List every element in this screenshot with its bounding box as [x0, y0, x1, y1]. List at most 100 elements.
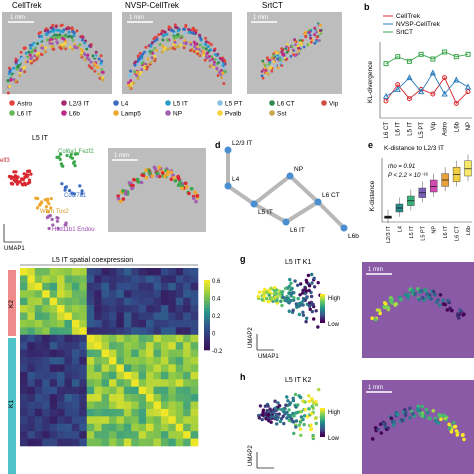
umap-point — [274, 413, 279, 418]
cell-point — [431, 409, 436, 413]
cell-point — [199, 37, 203, 41]
heatmap-cell — [49, 423, 58, 432]
heatmap-cell — [153, 357, 162, 365]
cell-point — [270, 69, 274, 73]
cell-point — [209, 43, 213, 46]
cell-point — [71, 47, 75, 51]
umap-g-colorbar — [320, 294, 325, 323]
umap-point — [23, 175, 27, 179]
heatmap-cell — [138, 401, 147, 410]
heatmap-cell — [57, 364, 65, 373]
heatmap-cell — [42, 364, 50, 373]
cell-point — [129, 79, 133, 83]
heatmap-cell — [94, 268, 102, 276]
heatmap-cell — [79, 305, 88, 313]
cell-point — [169, 170, 173, 175]
heatmap-cell — [116, 319, 125, 328]
cell-point — [280, 47, 284, 51]
series-line — [385, 72, 469, 97]
heatmap-cell — [160, 268, 169, 276]
umap-point — [47, 226, 51, 231]
heatmap-cell — [138, 423, 147, 432]
cell-point — [413, 291, 417, 296]
colorbar-segment — [204, 304, 210, 309]
panel-a: CellTrek NVSP-CellTrek SrtCT 1 mm 1 mm 1… — [2, 1, 342, 117]
heatmap-cell — [153, 268, 162, 276]
heatmap-cell — [153, 327, 162, 336]
umap-g-xlabel: UMAP1 — [258, 354, 279, 360]
umap-point — [312, 285, 317, 289]
umap-point — [14, 170, 18, 174]
heatmap-cell — [64, 275, 73, 284]
cell-point — [300, 35, 303, 38]
heatmap-cell — [190, 282, 199, 291]
cell-point — [68, 45, 72, 49]
heatmap-cell — [101, 319, 110, 328]
cell-point — [33, 43, 37, 47]
legend-swatch — [269, 100, 275, 106]
cell-point — [75, 46, 79, 50]
cell-point — [51, 23, 55, 27]
heatmap-cell — [49, 275, 58, 284]
heatmap-cell — [160, 394, 169, 402]
heatmap-cell — [175, 290, 184, 298]
cell-point — [57, 28, 61, 32]
umap-point — [261, 408, 266, 412]
heatmap-cell — [131, 416, 139, 425]
heatmap-cell — [146, 401, 154, 410]
heatmap-cell — [71, 416, 80, 425]
cell-point — [426, 295, 431, 300]
umap-point — [306, 273, 311, 278]
cell-point — [144, 45, 148, 49]
heatmap-cell — [146, 297, 154, 306]
heatmap-cell — [94, 319, 102, 328]
cell-point — [168, 47, 172, 51]
umap-point — [287, 408, 291, 412]
cell-point — [210, 55, 214, 59]
heatmap-cell — [64, 379, 73, 387]
heatmap-cell — [71, 327, 80, 336]
cell-point — [173, 40, 177, 44]
cell-point — [26, 55, 30, 59]
cell-point — [30, 50, 34, 54]
cell-point — [83, 58, 87, 62]
x-tick-label: L6 CT — [455, 225, 461, 241]
heatmap-cell — [116, 408, 125, 417]
heatmap-cell — [190, 327, 199, 336]
cell-point — [23, 65, 27, 69]
cell-point — [208, 59, 212, 62]
heatmap-cell — [183, 364, 191, 373]
umap-point — [310, 309, 314, 314]
cell-point — [161, 44, 165, 48]
cell-point — [411, 289, 415, 293]
heatmap-cell — [131, 386, 139, 395]
cell-point — [142, 50, 146, 54]
colorbar-tick: -0.2 — [212, 349, 223, 355]
cell-point — [179, 43, 183, 47]
umap-point — [292, 296, 296, 300]
cell-point — [207, 41, 211, 45]
umap-point — [44, 205, 49, 209]
cell-point — [45, 38, 49, 42]
heatmap-cell — [49, 319, 58, 328]
heatmap-cell — [49, 268, 58, 276]
data-point — [430, 91, 436, 97]
umap-point — [277, 293, 282, 297]
heatmap-cell — [190, 275, 199, 284]
data-point — [442, 75, 448, 81]
heatmap-cell — [160, 305, 169, 313]
cell-point — [139, 180, 144, 185]
heatmap-cell — [131, 371, 139, 380]
umap-point — [286, 413, 291, 417]
umap-point — [312, 401, 316, 405]
heatmap-cell — [57, 379, 65, 387]
heatmap-cell — [57, 431, 65, 439]
cell-point — [150, 174, 155, 178]
heatmap-cell — [138, 319, 147, 328]
data-point — [406, 74, 413, 81]
cell-point — [164, 46, 167, 50]
cell-point — [296, 44, 300, 48]
cell-point — [167, 25, 171, 29]
heatmap-cell — [175, 408, 184, 417]
heatmap-cell — [109, 297, 117, 306]
